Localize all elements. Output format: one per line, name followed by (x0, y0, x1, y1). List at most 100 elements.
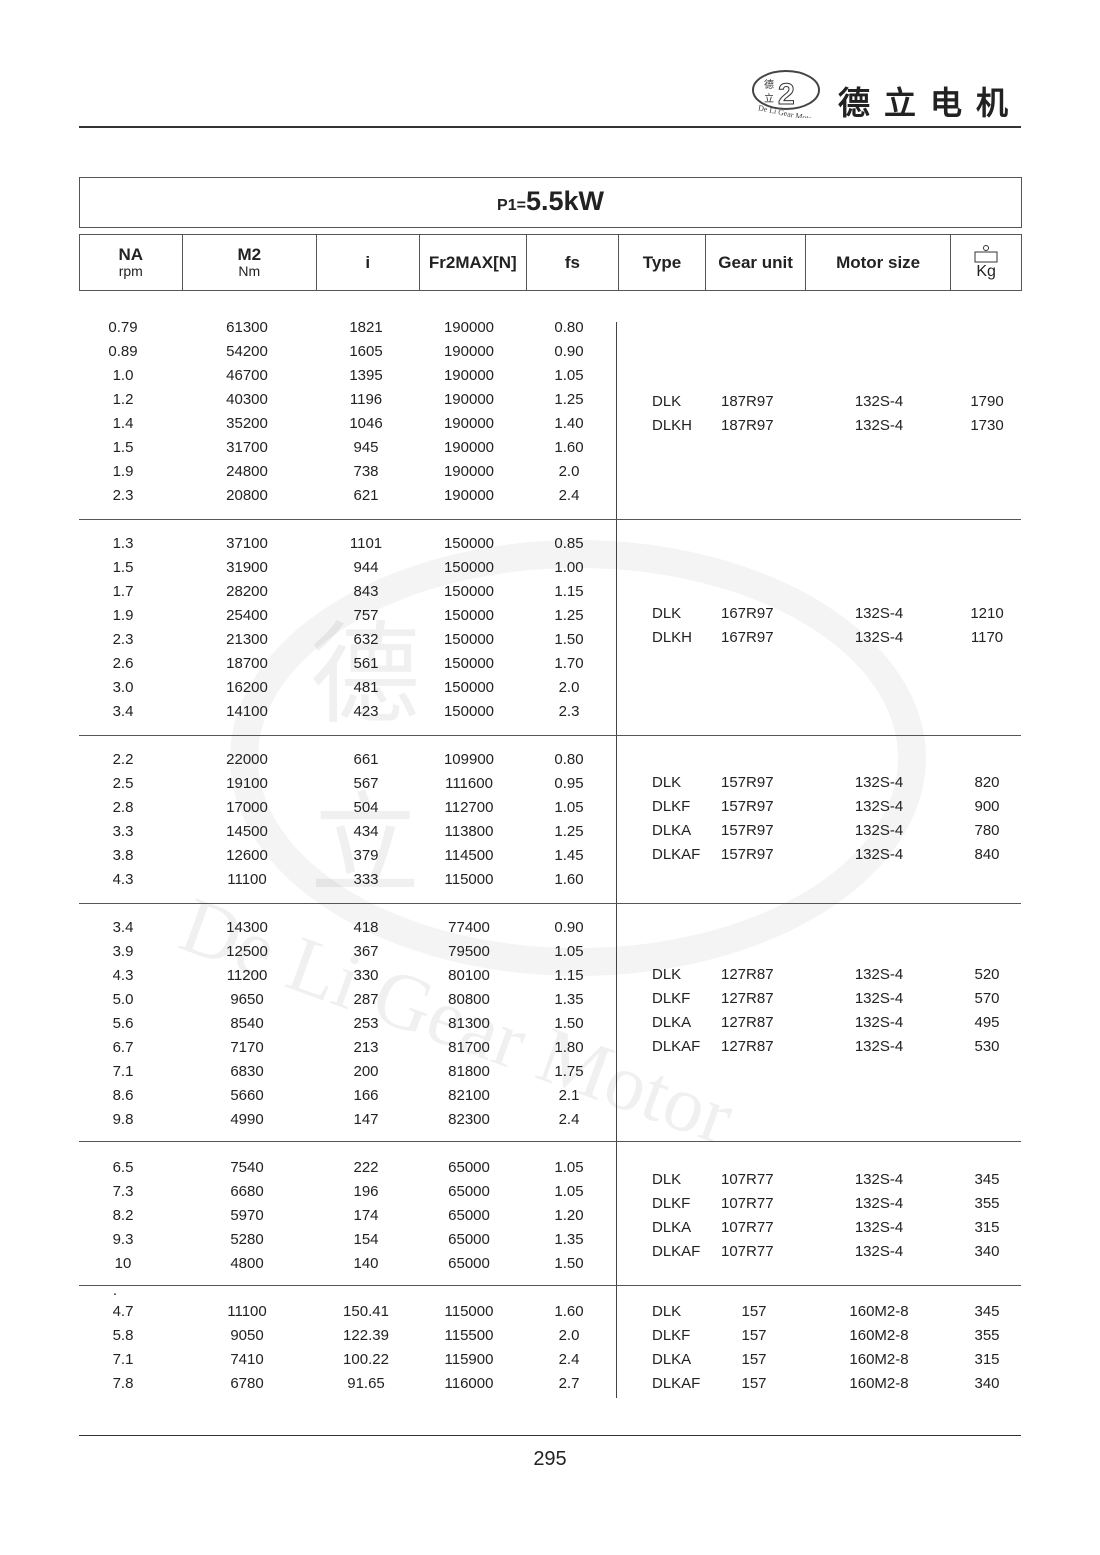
speed-na: 3.4 (112, 919, 134, 936)
power-title: P1=5.5kW (79, 177, 1022, 228)
col-kg: Kg (951, 235, 1021, 290)
speed-na: 9.3 (112, 1231, 134, 1248)
force-fr2max: 190000 (443, 367, 495, 384)
motor-size: 132S-4 (854, 774, 904, 791)
weight-kg: 900 (974, 798, 1000, 815)
force-fr2max: 112700 (444, 799, 494, 816)
force-fr2max: 150000 (443, 679, 495, 696)
service-factor-fs: 1.05 (554, 799, 584, 816)
ratio-i: 147 (353, 1111, 379, 1128)
group-divider (79, 735, 1021, 736)
force-fr2max: 190000 (443, 487, 495, 504)
service-factor-fs: 1.25 (554, 823, 584, 840)
speed-na: 1.2 (112, 391, 134, 408)
type: DLK (652, 966, 682, 983)
page-number: 295 (533, 1448, 567, 1470)
motor-size: 132S-4 (854, 798, 904, 815)
torque-m2: 54200 (226, 343, 268, 360)
torque-m2: 12600 (226, 847, 268, 864)
service-factor-fs: 1.15 (554, 583, 584, 600)
ratio-i: 1821 (349, 319, 383, 336)
torque-m2: 31700 (226, 439, 268, 456)
speed-na: 2.3 (112, 487, 134, 504)
torque-m2: 40300 (226, 391, 268, 408)
speed-na: 7.1 (112, 1351, 134, 1368)
motor-size: 132S-4 (854, 1014, 904, 1031)
motor-size: 132S-4 (854, 990, 904, 1007)
force-fr2max: 81700 (448, 1039, 490, 1056)
type: DLKA (652, 1219, 692, 1236)
speed-na: 3.4 (112, 703, 134, 720)
service-factor-fs: 1.05 (554, 943, 584, 960)
service-factor-fs: 1.15 (554, 967, 584, 984)
speed-na: 2.2 (112, 751, 134, 768)
service-factor-fs: 1.25 (554, 607, 584, 624)
service-factor-fs: 0.80 (554, 319, 584, 336)
speed-na: 1.0 (112, 367, 134, 384)
group-divider (79, 1141, 1021, 1142)
motor-size: 132S-4 (854, 1038, 904, 1055)
weight-kg: 820 (974, 774, 1000, 791)
speed-na: 0.79 (108, 319, 138, 336)
weight-kg: 315 (974, 1351, 1000, 1368)
col-m2: M2 Nm (183, 235, 317, 290)
ratio-i: 166 (353, 1087, 379, 1104)
weight-kg: 345 (974, 1303, 1000, 1320)
ratio-i: 1196 (349, 391, 383, 408)
footer-divider (79, 1435, 1021, 1436)
type: DLKA (652, 822, 692, 839)
gear-unit: 127R87 (721, 990, 774, 1007)
ratio-i: 504 (353, 799, 379, 816)
speed-na: 2.6 (112, 655, 134, 672)
force-fr2max: 81300 (448, 1015, 490, 1032)
speed-na: 1.3 (112, 535, 134, 552)
speed-na: 6.5 (112, 1159, 134, 1176)
speed-na: 6.7 (112, 1039, 134, 1056)
weight-kg: 570 (974, 990, 1000, 1007)
motor-size: 132S-4 (854, 629, 904, 646)
ratio-i: 287 (353, 991, 379, 1008)
force-fr2max: 65000 (448, 1231, 490, 1248)
service-factor-fs: 1.60 (554, 871, 584, 888)
speed-na: 8.2 (112, 1207, 134, 1224)
weight-kg: 1730 (970, 417, 1004, 434)
speed-na: 1.5 (112, 439, 134, 456)
force-fr2max: 150000 (443, 655, 495, 672)
speed-na: 8.6 (112, 1087, 134, 1104)
service-factor-fs: 2.7 (558, 1375, 580, 1392)
service-factor-fs: 2.0 (558, 1327, 580, 1344)
speed-na: 1.7 (112, 583, 134, 600)
force-fr2max: 65000 (448, 1255, 490, 1272)
speed-na: 4.3 (112, 871, 134, 888)
gear-unit: 187R97 (721, 393, 774, 410)
type: DLKF (652, 1195, 691, 1212)
service-factor-fs: 1.40 (554, 415, 584, 432)
weight-kg: 1170 (970, 629, 1004, 646)
weight-kg: 340 (974, 1243, 1000, 1260)
weight-kg: 1790 (970, 393, 1004, 410)
service-factor-fs: 1.05 (554, 367, 584, 384)
ratio-i: 91.65 (347, 1375, 385, 1392)
service-factor-fs: 0.95 (554, 775, 584, 792)
table-header: NA rpm M2 Nm i Fr2MAX[N] fs Type Gear unit… (79, 234, 1022, 291)
torque-m2: 7540 (230, 1159, 264, 1176)
service-factor-fs: 1.45 (554, 847, 584, 864)
force-fr2max: 115000 (444, 871, 494, 888)
motor-size: 132S-4 (854, 417, 904, 434)
weight-kg: 1210 (970, 605, 1004, 622)
col-motor-size: Motor size (806, 235, 952, 290)
service-factor-fs: 2.4 (558, 1111, 580, 1128)
weight-kg: 520 (974, 966, 1000, 983)
speed-na: 7.3 (112, 1183, 134, 1200)
torque-m2: 14500 (226, 823, 268, 840)
col-fr2max: Fr2MAX[N] (420, 235, 528, 290)
ratio-i: 122.39 (343, 1327, 389, 1344)
type: DLK (652, 774, 682, 791)
torque-m2: 20800 (226, 487, 268, 504)
type: DLKAF (652, 1243, 701, 1260)
col-na: NA rpm (80, 235, 183, 290)
service-factor-fs: 1.35 (554, 991, 584, 1008)
torque-m2: 5280 (230, 1231, 264, 1248)
service-factor-fs: 1.60 (554, 1303, 584, 1320)
weight-kg: 345 (974, 1171, 1000, 1188)
